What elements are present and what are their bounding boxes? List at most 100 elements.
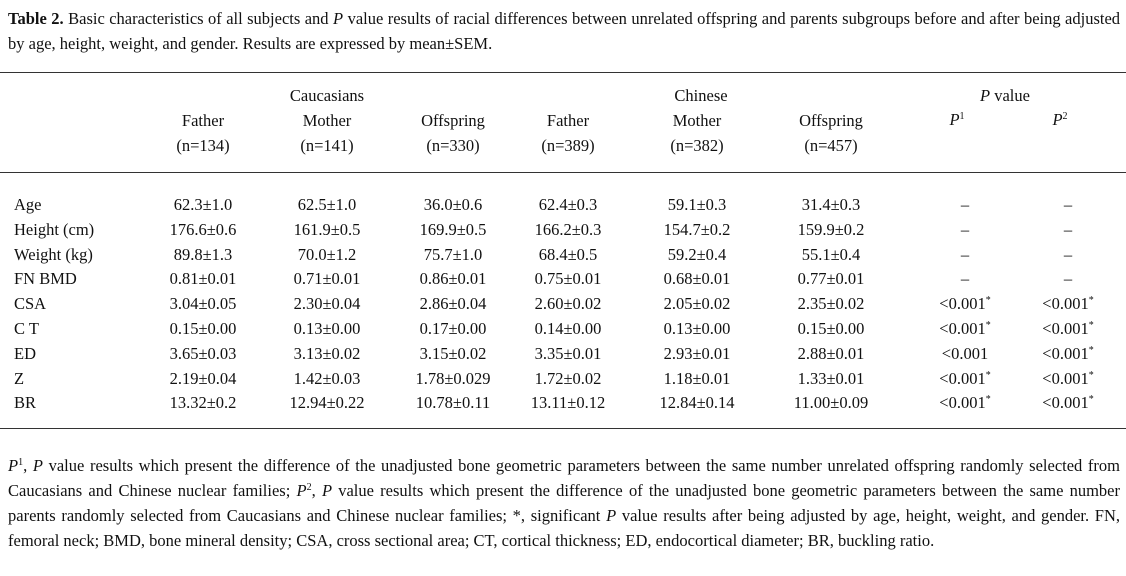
p-italic: P	[949, 110, 960, 129]
cell: 3.04±0.05	[169, 294, 237, 314]
cell: 0.68±0.01	[663, 269, 731, 289]
p-sup: *	[1088, 344, 1094, 356]
cell: 89.8±1.3	[173, 244, 233, 264]
cell: 2.35±0.02	[797, 294, 865, 314]
cell: 31.4±0.3	[801, 195, 861, 214]
p-sup: *	[985, 295, 991, 307]
p-sup: 2	[1062, 111, 1068, 122]
p-cell: <0.001*	[890, 393, 1040, 413]
fn-italic: P	[296, 481, 307, 500]
column-n: (n=382)	[670, 136, 724, 155]
cell: 161.9±0.5	[293, 219, 361, 239]
caption-text: value results of racial differences betw…	[8, 9, 1121, 53]
p-value: <0.001	[1042, 294, 1089, 314]
p-value: <0.001	[939, 294, 986, 314]
p-cell: –	[993, 220, 1126, 240]
p-cell: <0.001*	[993, 344, 1126, 364]
cell: 13.32±0.2	[169, 393, 237, 413]
caption: Table 2. Basic characteristics of all su…	[8, 6, 1120, 56]
p-cell: <0.001*	[993, 294, 1126, 314]
fn-text: ,	[311, 481, 316, 500]
fn-text: ,	[23, 456, 28, 475]
p-value: <0.001	[1042, 319, 1089, 338]
cell: 0.15±0.00	[169, 319, 237, 338]
column-header: Mother	[302, 111, 352, 130]
column-n: (n=389)	[541, 136, 595, 155]
cell: 169.9±0.5	[419, 219, 487, 239]
cell: 0.75±0.01	[534, 269, 602, 289]
p-text: value	[994, 86, 1030, 105]
p-value: –	[1063, 244, 1073, 264]
p-cell: <0.001*	[890, 369, 1040, 389]
p-cell: <0.001*	[993, 319, 1126, 339]
cell: 0.13±0.00	[663, 319, 731, 338]
cell: 68.4±0.5	[538, 244, 598, 264]
p-value: <0.001	[939, 319, 986, 338]
p-cell: –	[890, 245, 1040, 265]
caption-text: Basic characteristics of all subjects an…	[68, 9, 329, 28]
p-sup: 1	[959, 111, 965, 122]
p-cell: <0.001*	[890, 294, 1040, 314]
cell: 3.65±0.03	[169, 343, 237, 363]
p-value: <0.001	[939, 368, 986, 388]
cell: 1.33±0.01	[797, 368, 865, 388]
row-label: Age	[14, 195, 42, 214]
p-value: –	[960, 244, 970, 264]
p-cell: <0.001*	[993, 369, 1126, 389]
p-cell: <0.001	[890, 344, 1040, 364]
cell: 2.86±0.04	[419, 294, 487, 314]
cell: 0.71±0.01	[293, 269, 361, 289]
column-n: (n=457)	[804, 136, 858, 155]
column-header: Mother	[672, 111, 722, 130]
row-label: BR	[14, 393, 37, 413]
p-value: <0.001	[1042, 343, 1089, 363]
cell: 70.0±1.2	[297, 244, 357, 264]
cell: 0.17±0.00	[419, 319, 487, 338]
column-header: Offspring	[421, 111, 485, 130]
fn-text: value results which present the differen…	[8, 481, 1120, 525]
cell: 62.4±0.3	[538, 195, 598, 214]
row-label: Height (cm)	[14, 219, 95, 239]
p-value: –	[960, 269, 970, 289]
group-header: Caucasians	[289, 86, 365, 105]
cell: 154.7±0.2	[663, 219, 731, 239]
cell: 0.13±0.00	[293, 319, 361, 338]
fn-italic: P	[8, 456, 19, 475]
cell: 2.88±0.01	[797, 343, 865, 363]
cell: 0.86±0.01	[419, 269, 487, 289]
fn-sup: 2	[306, 482, 312, 493]
p-italic: P	[980, 86, 991, 105]
cell: 176.6±0.6	[169, 219, 237, 239]
column-header: Offspring	[799, 111, 863, 130]
p-sup: *	[985, 394, 991, 406]
p-value: –	[960, 195, 970, 214]
cell: 12.94±0.22	[289, 393, 365, 413]
cell: 1.72±0.02	[534, 368, 602, 388]
cell: 3.13±0.02	[293, 343, 361, 363]
fn-italic: P	[606, 506, 617, 525]
cell: 2.19±0.04	[169, 368, 237, 388]
column-n: (n=134)	[176, 136, 230, 155]
fn-italic: P	[32, 456, 43, 475]
header-rule	[0, 172, 1126, 173]
p-cell: <0.001*	[890, 319, 1040, 339]
p-cell: –	[993, 195, 1126, 215]
row-label: Weight (kg)	[14, 244, 93, 264]
cell: 1.78±0.029	[415, 368, 491, 388]
row-label: C T	[14, 319, 39, 338]
p-column-header: P2	[985, 110, 1126, 130]
cell: 55.1±0.4	[801, 244, 861, 264]
fn-sup: 1	[18, 457, 24, 468]
fn-italic: P	[321, 481, 333, 500]
p-value: –	[960, 219, 970, 239]
p-value: –	[1063, 195, 1073, 214]
row-label: ED	[14, 343, 36, 363]
cell: 59.1±0.3	[667, 195, 727, 214]
cell: 2.60±0.02	[534, 294, 602, 314]
p-cell: –	[890, 269, 1040, 289]
group-header: P value	[930, 86, 1080, 106]
cell: 0.81±0.01	[169, 269, 237, 289]
p-italic: P	[1052, 110, 1063, 129]
p-column-header: P1	[882, 110, 1032, 130]
cell: 11.00±0.09	[793, 393, 869, 413]
